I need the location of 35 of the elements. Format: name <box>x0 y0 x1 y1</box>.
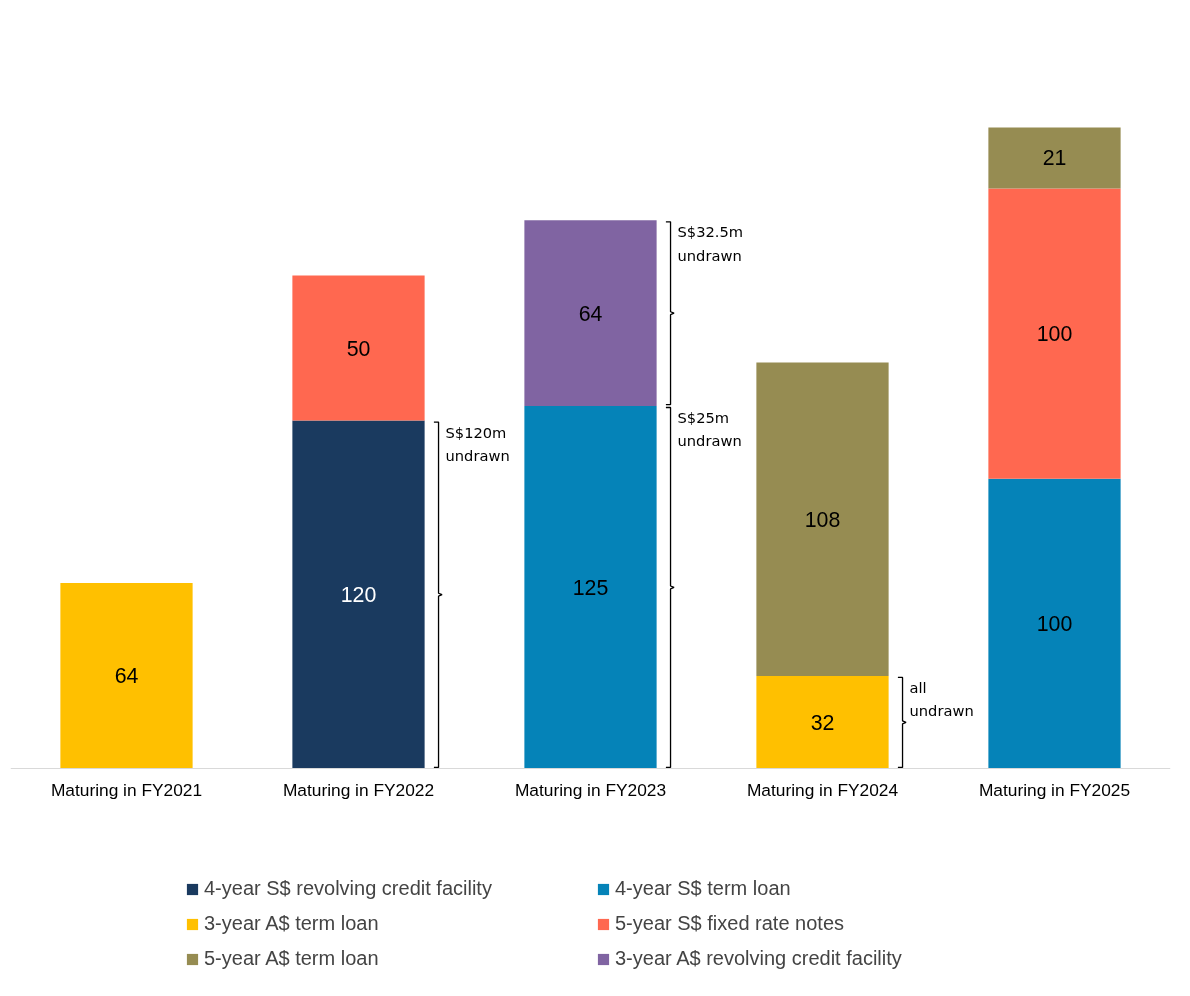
data-label: 64 <box>114 664 139 689</box>
data-label: 32 <box>810 710 835 735</box>
annotation: S$120m undrawn <box>445 423 510 464</box>
annotation: S$25m undrawn <box>677 409 742 450</box>
x-tick-label: Maturing in FY2024 <box>746 779 899 800</box>
legend-label: 4-year S$ revolving credit facility <box>204 877 493 900</box>
x-tick-label: Maturing in FY2021 <box>50 779 203 800</box>
annotation: all undrawn <box>909 679 974 720</box>
legend-label: 5-year S$ fixed rate notes <box>615 912 845 935</box>
data-label: 100 <box>1036 612 1073 637</box>
data-label: 21 <box>1042 146 1067 171</box>
bar <box>988 127 1121 189</box>
data-label: 64 <box>578 301 603 326</box>
bar <box>988 188 1121 479</box>
bar <box>756 362 889 676</box>
legend-label: 3-year A$ term loan <box>204 912 380 935</box>
bar <box>988 478 1121 769</box>
bar <box>756 675 889 769</box>
data-label: 100 <box>1036 322 1073 347</box>
bar <box>292 420 425 769</box>
x-tick-label: Maturing in FY2023 <box>514 779 667 800</box>
bar <box>292 275 425 421</box>
x-tick-label: Maturing in FY2025 <box>978 779 1131 800</box>
data-label: 108 <box>804 507 841 532</box>
x-tick-label: Maturing in FY2022 <box>282 779 435 800</box>
bar <box>524 406 657 769</box>
legend-label: 3-year A$ revolving credit facility <box>615 947 903 970</box>
bar <box>524 220 657 407</box>
data-label: 120 <box>340 583 377 608</box>
annotation: S$32.5m undrawn <box>677 223 744 264</box>
legend-label: 5-year A$ term loan <box>204 947 380 970</box>
legend-label: 4-year S$ term loan <box>615 877 792 900</box>
data-label: 125 <box>572 575 609 600</box>
data-label: 50 <box>346 336 371 361</box>
bar <box>60 583 193 769</box>
